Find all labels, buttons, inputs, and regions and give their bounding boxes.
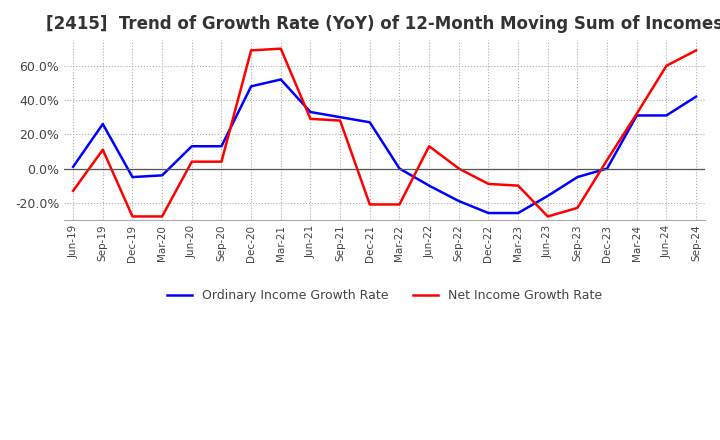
Ordinary Income Growth Rate: [187, 143, 196, 149]
Net Income Growth Rate: [306, 116, 315, 121]
Net Income Growth Rate: [158, 214, 166, 219]
Net Income Growth Rate: [573, 205, 582, 210]
Net Income Growth Rate: [425, 143, 433, 149]
Net Income Growth Rate: [662, 63, 671, 69]
Ordinary Income Growth Rate: [573, 174, 582, 180]
Net Income Growth Rate: [692, 48, 701, 53]
Ordinary Income Growth Rate: [158, 173, 166, 178]
Net Income Growth Rate: [247, 48, 256, 53]
Line: Ordinary Income Growth Rate: Ordinary Income Growth Rate: [73, 80, 696, 213]
Ordinary Income Growth Rate: [662, 113, 671, 118]
Ordinary Income Growth Rate: [366, 120, 374, 125]
Ordinary Income Growth Rate: [99, 121, 107, 127]
Ordinary Income Growth Rate: [395, 166, 404, 171]
Ordinary Income Growth Rate: [306, 110, 315, 115]
Ordinary Income Growth Rate: [603, 166, 611, 171]
Net Income Growth Rate: [603, 158, 611, 163]
Net Income Growth Rate: [217, 159, 226, 164]
Title: [2415]  Trend of Growth Rate (YoY) of 12-Month Moving Sum of Incomes: [2415] Trend of Growth Rate (YoY) of 12-…: [46, 15, 720, 33]
Legend: Ordinary Income Growth Rate, Net Income Growth Rate: Ordinary Income Growth Rate, Net Income …: [162, 284, 608, 307]
Ordinary Income Growth Rate: [217, 143, 226, 149]
Line: Net Income Growth Rate: Net Income Growth Rate: [73, 49, 696, 216]
Net Income Growth Rate: [99, 147, 107, 152]
Net Income Growth Rate: [544, 214, 552, 219]
Net Income Growth Rate: [395, 202, 404, 207]
Net Income Growth Rate: [366, 202, 374, 207]
Ordinary Income Growth Rate: [692, 94, 701, 99]
Ordinary Income Growth Rate: [484, 210, 492, 216]
Net Income Growth Rate: [69, 188, 78, 194]
Ordinary Income Growth Rate: [247, 84, 256, 89]
Net Income Growth Rate: [128, 214, 137, 219]
Net Income Growth Rate: [187, 159, 196, 164]
Ordinary Income Growth Rate: [544, 193, 552, 198]
Net Income Growth Rate: [484, 181, 492, 187]
Ordinary Income Growth Rate: [69, 164, 78, 169]
Net Income Growth Rate: [514, 183, 523, 188]
Ordinary Income Growth Rate: [128, 174, 137, 180]
Ordinary Income Growth Rate: [276, 77, 285, 82]
Net Income Growth Rate: [336, 118, 344, 123]
Ordinary Income Growth Rate: [454, 198, 463, 204]
Ordinary Income Growth Rate: [425, 183, 433, 188]
Net Income Growth Rate: [454, 166, 463, 171]
Ordinary Income Growth Rate: [632, 113, 641, 118]
Ordinary Income Growth Rate: [514, 210, 523, 216]
Net Income Growth Rate: [632, 111, 641, 116]
Ordinary Income Growth Rate: [336, 114, 344, 120]
Net Income Growth Rate: [276, 46, 285, 51]
